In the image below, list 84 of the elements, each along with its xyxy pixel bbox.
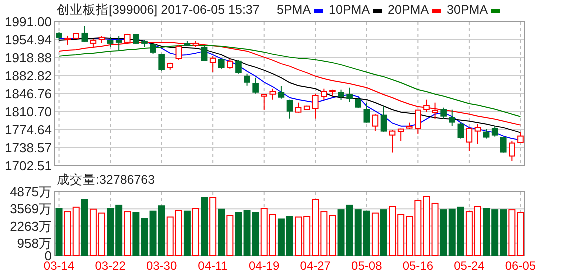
- legend-label: 5PMA: [277, 3, 312, 17]
- candlestick: [158, 53, 165, 72]
- bar: [124, 212, 132, 256]
- candlestick: [364, 102, 370, 124]
- bar: [226, 215, 234, 256]
- candlestick: [133, 33, 140, 44]
- x-tick-label: 03-14: [44, 259, 75, 273]
- candlestick: [518, 132, 524, 144]
- legend-label: 30PMA: [447, 3, 489, 17]
- candlestick: [278, 86, 285, 100]
- candlestick: [466, 127, 473, 152]
- candlestick: [321, 88, 328, 101]
- chart-title: 成交量:32786763: [57, 172, 156, 187]
- bar: [192, 208, 200, 256]
- y-tick-label: 1954.94: [5, 32, 52, 48]
- candlestick: [380, 106, 388, 132]
- x-tick-label: 05-08: [352, 259, 383, 273]
- candlestick: [440, 107, 447, 120]
- x-tick-label: 04-11: [198, 259, 228, 273]
- bar: [235, 212, 242, 256]
- bar: [432, 202, 439, 256]
- candlestick: [312, 93, 319, 120]
- candlestick: [295, 102, 302, 114]
- x-tick-label: 05-24: [454, 259, 486, 273]
- y-tick-label: 1991.00: [5, 14, 52, 30]
- candlestick: [424, 99, 430, 113]
- candlestick: [107, 36, 114, 48]
- candlestick: [244, 73, 250, 86]
- x-tick-label: 05-16: [402, 259, 434, 273]
- candlestick: [338, 89, 344, 101]
- y-tick-label: 4875万: [10, 184, 52, 200]
- y-tick-label: 2263万: [10, 218, 52, 234]
- y-tick-label: 1702.51: [5, 158, 52, 174]
- y-tick-label: 1738.57: [5, 140, 52, 156]
- candlestick: [201, 45, 208, 62]
- legend-label: 20PMA: [388, 3, 430, 17]
- candlestick: [236, 60, 242, 74]
- y-tick-label: 1918.88: [5, 50, 52, 66]
- y-tick-label: 3569万: [10, 202, 52, 217]
- y-tick-label: 958万: [17, 236, 52, 251]
- bar: [81, 199, 88, 256]
- candlestick: [261, 94, 268, 111]
- chart-title: 创业板指[399006] 2017-06-05 15:37: [57, 3, 260, 17]
- candlestick: [500, 136, 507, 154]
- candlestick: [509, 140, 516, 162]
- bar: [184, 210, 191, 256]
- candlestick: [218, 58, 225, 70]
- candlestick: [116, 36, 122, 52]
- candlestick: [389, 130, 396, 154]
- x-tick-label: 03-22: [95, 259, 126, 273]
- candlestick: [458, 122, 464, 140]
- candlestick: [210, 56, 216, 73]
- x-tick-label: 04-19: [249, 259, 280, 273]
- candlestick: [474, 124, 482, 145]
- candlestick: [483, 128, 490, 140]
- x-tick-label: 06-05: [505, 259, 536, 273]
- candlestick: [82, 25, 88, 43]
- y-tick-label: 1846.76: [5, 86, 52, 102]
- candlestick: [227, 58, 234, 70]
- candlestick: [355, 97, 362, 109]
- legend-label: 10PMA: [329, 3, 371, 17]
- bar: [210, 197, 217, 256]
- candlestick: [176, 44, 182, 60]
- y-tick-label: 1882.82: [5, 68, 52, 84]
- bar: [201, 197, 208, 256]
- candlestick: [252, 77, 259, 94]
- y-tick-label: 1774.64: [5, 122, 52, 138]
- candlestick: [150, 43, 156, 54]
- candlestick: [286, 99, 294, 120]
- bar: [380, 210, 388, 256]
- candlestick: [270, 88, 276, 100]
- candlestick: [372, 114, 379, 132]
- x-tick-label: 04-27: [300, 259, 332, 273]
- bar: [56, 208, 63, 256]
- candlestick: [346, 87, 353, 103]
- bar: [372, 212, 379, 256]
- bar: [218, 208, 226, 256]
- candlestick: [492, 126, 498, 138]
- candlestick: [415, 109, 422, 135]
- candlestick: [432, 102, 438, 120]
- candlestick: [449, 109, 456, 127]
- x-tick-label: 03-30: [146, 259, 178, 273]
- candlestick: [398, 128, 404, 142]
- y-tick-label: 1810.70: [5, 104, 52, 120]
